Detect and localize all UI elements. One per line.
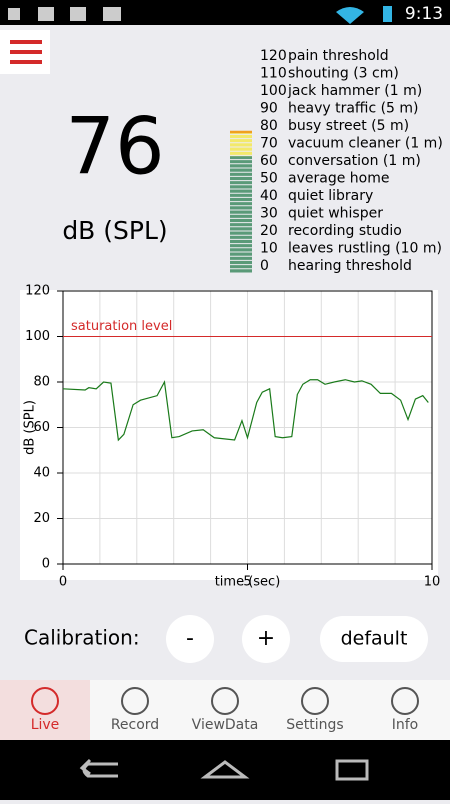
y-tick-label: 0 bbox=[42, 557, 50, 572]
scale-value: 60 bbox=[260, 153, 278, 169]
scale-label: pain threshold bbox=[288, 48, 389, 64]
chart-panel bbox=[20, 290, 438, 580]
scale-value: 120 bbox=[260, 48, 287, 64]
scale-label: busy street (5 m) bbox=[288, 118, 409, 134]
scale-label: average home bbox=[288, 171, 389, 187]
minus-text: - bbox=[186, 626, 194, 651]
tab-label: ViewData bbox=[192, 717, 259, 733]
scale-value: 50 bbox=[260, 171, 278, 187]
scale-value: 70 bbox=[260, 136, 278, 152]
y-tick-label: 60 bbox=[33, 420, 50, 435]
level-unit: dB (SPL) bbox=[62, 216, 167, 245]
saturation-label: saturation level bbox=[71, 319, 172, 334]
tab-icon bbox=[31, 687, 59, 715]
y-tick-label: 80 bbox=[33, 375, 50, 390]
tab-icon bbox=[391, 687, 419, 715]
scale-value: 20 bbox=[260, 223, 278, 239]
scale-value: 80 bbox=[260, 118, 278, 134]
x-tick-label: 5 bbox=[243, 575, 251, 590]
x-axis-label: time (sec) bbox=[215, 575, 281, 590]
tab-label: Settings bbox=[286, 717, 343, 733]
plot-frame bbox=[62, 290, 433, 565]
plus-text: + bbox=[257, 626, 275, 651]
clock: 9:13 bbox=[405, 4, 443, 24]
tab-icon bbox=[211, 687, 239, 715]
default-text: default bbox=[341, 628, 408, 650]
x-tick-label: 0 bbox=[59, 575, 67, 590]
scale-label: hearing threshold bbox=[288, 258, 412, 274]
level-value: 76 bbox=[65, 102, 164, 192]
scale-label: leaves rustling (10 m) bbox=[288, 241, 442, 257]
system-nav bbox=[0, 740, 450, 800]
scale-label: recording studio bbox=[288, 223, 402, 239]
scale-label: vacuum cleaner (1 m) bbox=[288, 136, 443, 152]
scale-value: 100 bbox=[260, 83, 287, 99]
system-nav-icons bbox=[79, 758, 369, 781]
scale-label: heavy traffic (5 m) bbox=[288, 101, 419, 117]
calibration-label: Calibration: bbox=[24, 626, 140, 650]
scale-value: 110 bbox=[260, 66, 287, 82]
tab-icon bbox=[301, 687, 329, 715]
scale-label: conversation (1 m) bbox=[288, 153, 421, 169]
y-tick-label: 20 bbox=[33, 511, 50, 526]
scale-value: 30 bbox=[260, 206, 278, 222]
scale-label: quiet whisper bbox=[288, 206, 383, 222]
scale-value: 10 bbox=[260, 241, 278, 257]
meter-peak-cap bbox=[230, 130, 252, 134]
x-tick-label: 10 bbox=[424, 575, 441, 590]
tab-label: Live bbox=[31, 717, 60, 733]
level-line bbox=[62, 379, 429, 442]
scale-value: 0 bbox=[260, 258, 269, 274]
plus-button[interactable] bbox=[242, 615, 290, 663]
menu-icon bbox=[10, 40, 42, 64]
scale-value: 40 bbox=[260, 188, 278, 204]
y-tick-label: 120 bbox=[25, 284, 50, 299]
y-tick-label: 40 bbox=[33, 466, 50, 481]
scale-label: jack hammer (1 m) bbox=[287, 83, 422, 99]
tab-icon bbox=[121, 687, 149, 715]
tab-label: Info bbox=[392, 717, 419, 733]
status-icons bbox=[8, 6, 392, 24]
tab-selected bbox=[0, 680, 90, 740]
status-bar bbox=[0, 0, 450, 25]
scale-label: shouting (3 cm) bbox=[288, 66, 399, 82]
default-button[interactable] bbox=[320, 616, 428, 662]
tab-label: Record bbox=[111, 717, 159, 733]
scale-label: quiet library bbox=[288, 188, 373, 204]
y-axis-label: dB (SPL) bbox=[23, 400, 38, 455]
y-tick-label: 100 bbox=[25, 329, 50, 344]
scale-value: 90 bbox=[260, 101, 278, 117]
minus-button[interactable] bbox=[166, 615, 214, 663]
